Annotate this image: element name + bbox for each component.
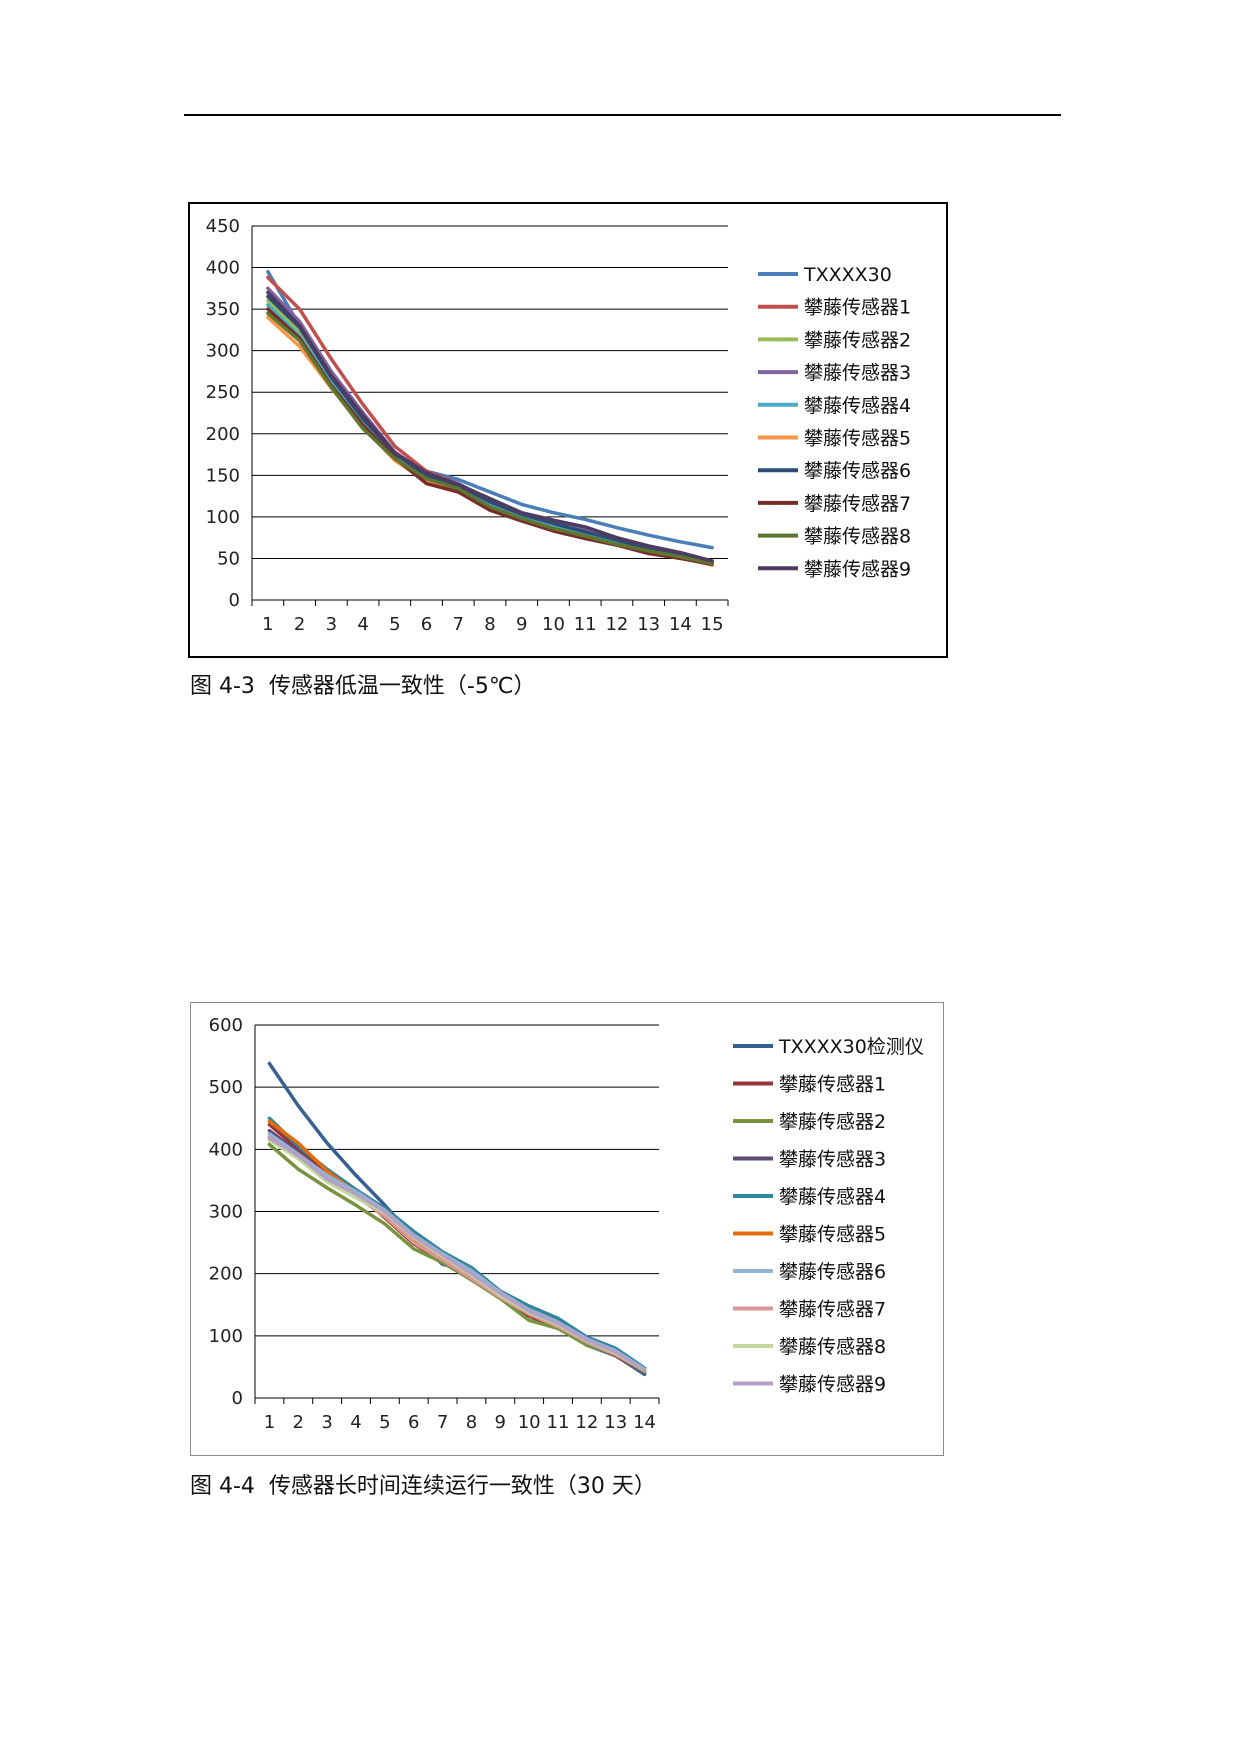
chart-1-legend-label: 攀藤传感器3 [804,362,911,384]
chart-2-x-tick-label: 2 [293,1412,304,1433]
chart-2-series-line-10 [267,1136,647,1372]
chart-1-legend-label: 攀藤传感器1 [804,297,911,319]
chart-1-x-tick-label: 3 [326,614,337,635]
chart-1-x-tick-label: 7 [453,614,464,635]
chart-2-x-tick-label: 3 [321,1412,332,1433]
chart-1-x-tick-label: 10 [542,614,565,635]
chart-2-series-line-5 [267,1116,647,1370]
chart-1-x-tick-label: 6 [421,614,432,635]
figure-caption-2: 图 4-4 传感器长时间连续运行一致性（30 天） [190,1474,656,1499]
chart-2-series-line-2 [267,1122,647,1374]
chart-1-legend-label: 攀藤传感器2 [804,329,911,351]
header-rule [184,114,1061,116]
chart-2-x-tick-label: 5 [379,1412,390,1433]
chart-1-y-tick-label: 450 [206,216,240,237]
chart-2-frame: 0 100 200 300 400 500 600 1 2 3 4 5 6 7 8 9 10 11 12 13 14 TX… [190,1002,944,1456]
chart-1-series-line-6 [266,315,714,567]
chart-2-x-tick-label: 12 [575,1412,598,1433]
chart-2-x-tick-label: 1 [264,1412,275,1433]
chart-2-legend-label: 攀藤传感器6 [779,1261,886,1283]
chart-1-legend-label: 攀藤传感器8 [804,526,911,548]
chart-2-y-tick-label: 500 [209,1077,243,1098]
chart-2-x-tick-label: 13 [604,1412,627,1433]
chart-2-x-tick-label: 4 [350,1412,361,1433]
chart-1-x-tick-label: 5 [389,614,400,635]
chart-1-legend-label: 攀藤传感器4 [804,395,911,417]
chart-1-y-tick-label: 100 [206,507,240,528]
chart-1-legend-label: 攀藤传感器7 [804,493,911,515]
chart-1-series-line-2 [266,275,714,566]
chart-2-legend-label: 攀藤传感器7 [779,1299,886,1321]
chart-2-y-tick-label: 100 [209,1326,243,1347]
chart-1-series-line-7 [266,294,714,564]
chart-2-y-tick-label: 200 [209,1264,243,1285]
chart-1-x-tick-label: 1 [262,614,273,635]
chart-2-series-line-6 [267,1119,647,1373]
chart-1-legend-label: 攀藤传感器6 [804,460,911,482]
chart-1-x-tick-label: 11 [574,614,597,635]
chart-1-y-tick-label: 400 [206,258,240,279]
chart-2-legend-label: 攀藤传感器9 [779,1374,886,1396]
chart-1-x-tick-label: 4 [357,614,368,635]
chart-1-y-tick-label: 0 [229,590,240,611]
chart-1-legend-label: TXXXX30 [803,264,892,286]
chart-2-x-tick-label: 7 [437,1412,448,1433]
chart-1-series-line-3 [266,299,714,565]
chart-1-y-tick-label: 50 [217,548,240,569]
chart-1-x-tick-label: 13 [637,614,660,635]
chart-1-y-tick-label: 200 [206,424,240,445]
chart-2-x-tick-label: 9 [495,1412,506,1433]
chart-1-x-tick-label: 14 [669,614,692,635]
chart-2-x-tick-label: 10 [518,1412,541,1433]
chart-1-y-tick-label: 300 [206,341,240,362]
chart-1-x-tick-label: 8 [484,614,495,635]
chart-2-x-tick-label: 11 [547,1412,570,1433]
chart-1-series-line-10 [266,290,714,563]
chart-2-legend-label: 攀藤传感器5 [779,1224,886,1246]
chart-2-series-line-1 [267,1061,647,1377]
chart-2-y-tick-label: 300 [209,1202,243,1223]
chart-1-y-tick-label: 350 [206,299,240,320]
chart-1-x-tick-label: 2 [294,614,305,635]
chart-1-series-line-9 [266,311,714,566]
chart-2-legend-label: 攀藤传感器2 [779,1111,886,1133]
chart-1-x-tick-label: 12 [605,614,628,635]
chart-1-x-tick-label: 9 [516,614,527,635]
chart-1-series-line-8 [266,307,714,567]
chart-2-legend-label: 攀藤传感器3 [779,1149,886,1171]
chart-2-x-tick-label: 14 [633,1412,656,1433]
chart-2-legend-label: 攀藤传感器1 [779,1074,886,1096]
chart-2-legend-label: 攀藤传感器8 [779,1336,886,1358]
chart-2-y-tick-label: 0 [232,1388,243,1409]
chart-1-legend-label: 攀藤传感器9 [804,558,911,580]
chart-2-y-tick-label: 600 [209,1015,243,1036]
chart-2-legend-label: 攀藤传感器4 [779,1186,886,1208]
figure-caption-1: 图 4-3 传感器低温一致性（-5℃） [190,674,536,699]
chart-1-y-tick-label: 250 [206,382,240,403]
chart-1-y-tick-label: 150 [206,465,240,486]
chart-1-x-tick-label: 15 [701,614,724,635]
chart-2-legend-label: TXXXX30检测仪 [778,1036,924,1058]
chart-1-frame: 0 50 100 150 200 250 300 350 400 450 1 2 3 4 5 6 7 8 9 10 11… [188,202,948,658]
chart-2-x-tick-label: 6 [408,1412,419,1433]
chart-1-legend-label: 攀藤传感器5 [804,428,911,450]
chart-2-x-tick-label: 8 [466,1412,477,1433]
chart-1-series-line-4 [266,286,714,563]
chart-2-y-tick-label: 400 [209,1139,243,1160]
